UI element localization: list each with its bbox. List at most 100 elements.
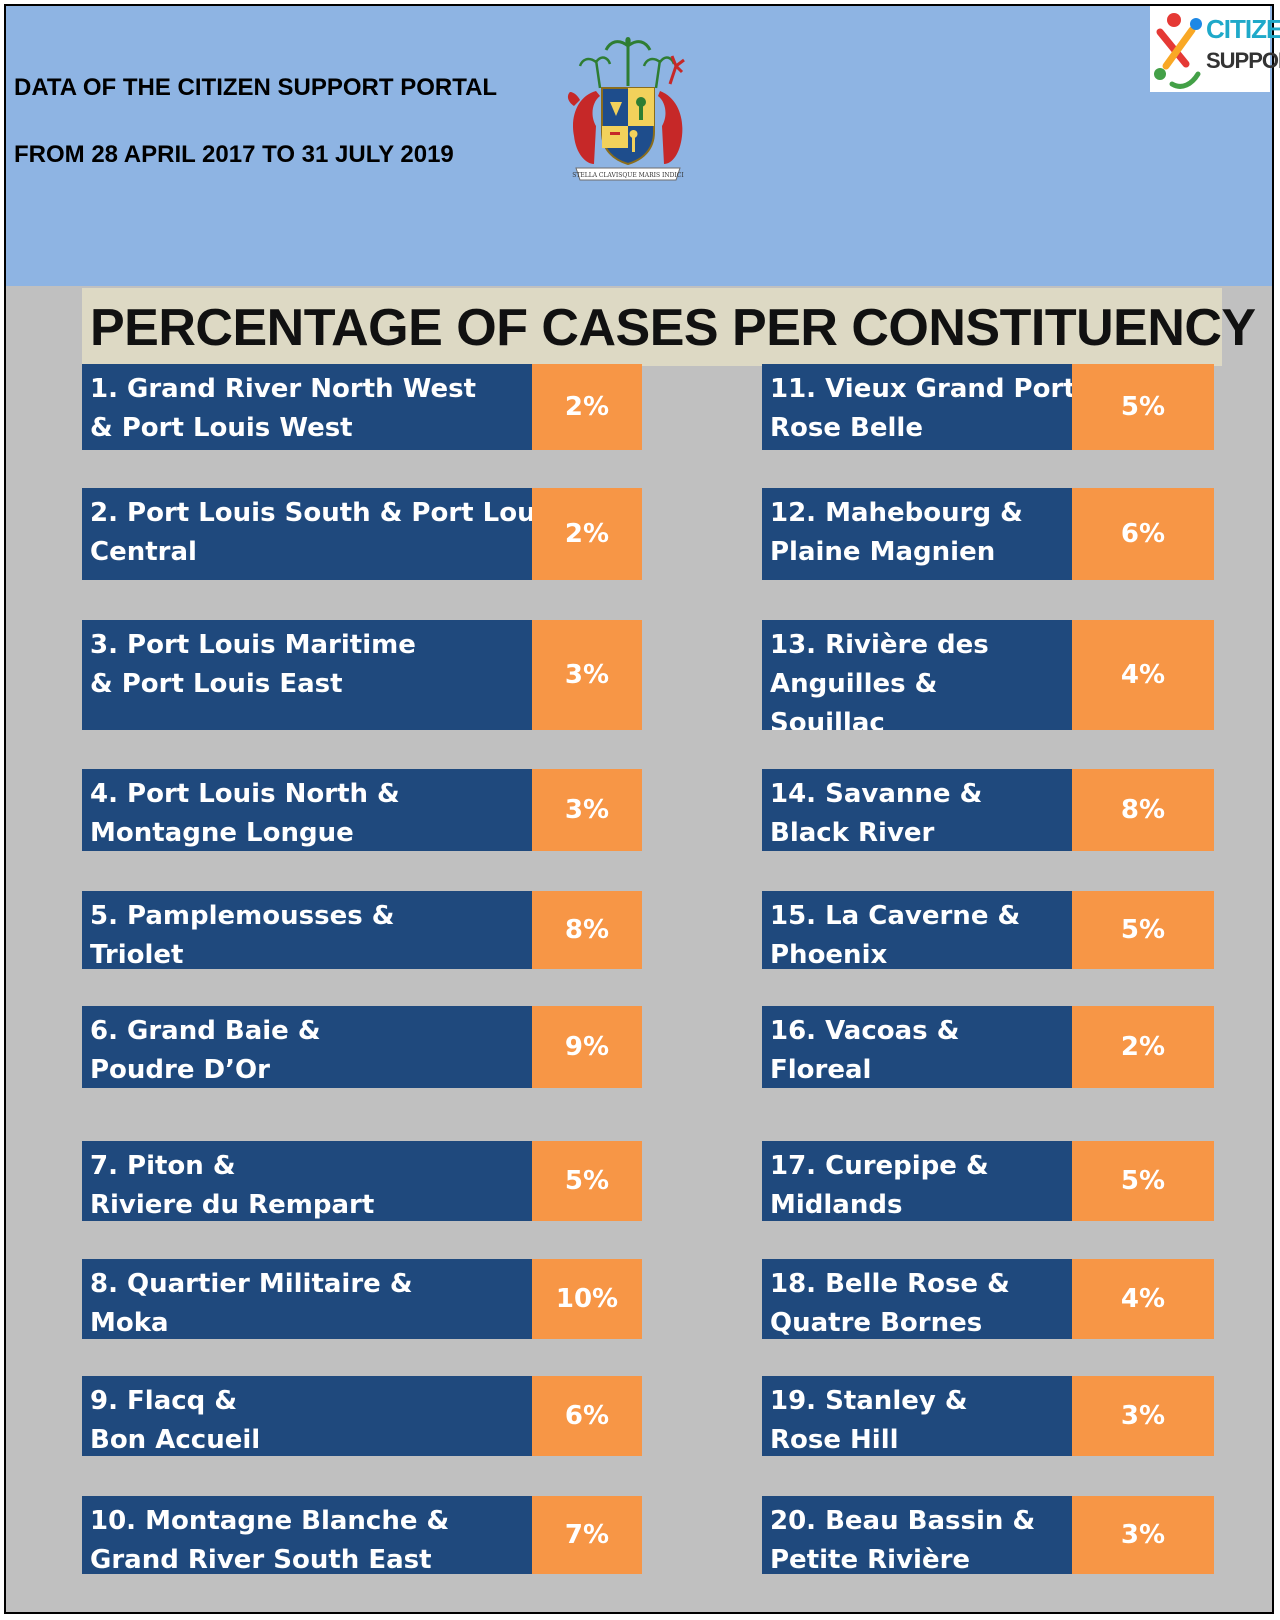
constituency-name-line: 10. Montagne Blanche & [90,1506,450,1536]
constituency-name: 12. Mahebourg & Plaine Magnien [762,488,1072,580]
constituency-percentage: 6% [532,1376,642,1456]
constituency-percentage: 5% [1072,891,1214,969]
svg-text:STELLA CLAVISQUE MARIS INDICI: STELLA CLAVISQUE MARIS INDICI [572,172,684,179]
constituency-row: 2. Port Louis South & Port Louis Central 2… [82,488,642,580]
constituency-percentage: 2% [532,488,642,580]
constituency-name: 9. Flacq & Bon Accueil [82,1376,532,1456]
constituency-row: 7. Piton & Riviere du Rempart 5% [82,1141,642,1221]
constituency-percentage: 6% [1072,488,1214,580]
constituency-row: 5. Pamplemousses & Triolet 8% [82,891,642,969]
constituency-name: 10. Montagne Blanche & Grand River South … [82,1496,532,1574]
constituency-name: 1. Grand River North West & Port Louis We… [82,364,532,450]
constituency-name-line: 12. Mahebourg & [770,498,1023,528]
constituency-row: 14. Savanne & Black River 8% [762,769,1214,851]
constituency-row: 18. Belle Rose & Quatre Bornes 4% [762,1259,1214,1339]
constituency-name: 17. Curepipe & Midlands [762,1141,1072,1221]
constituency-name-line: 4. Port Louis North & [90,779,400,809]
constituency-name-line: 14. Savanne & [770,779,983,809]
constituency-name-line: Floreal [770,1055,872,1085]
constituency-percentage: 8% [1072,769,1214,851]
constituency-name: 4. Port Louis North & Montagne Longue [82,769,532,851]
constituency-name: 3. Port Louis Maritime & Port Louis East [82,620,532,730]
constituency-name: 7. Piton & Riviere du Rempart [82,1141,532,1221]
constituency-name-line: 3. Port Louis Maritime [90,630,416,660]
constituency-row: 8. Quartier Militaire & Moka 10% [82,1259,642,1339]
header-line-1: DATA OF THE CITIZEN SUPPORT PORTAL [14,74,498,101]
constituency-name-line: Triolet [90,940,184,969]
constituency-percentage: 5% [1072,364,1214,450]
constituency-percentage: 7% [532,1496,642,1574]
constituency-name-line: Rose Belle [770,413,923,443]
header-banner: DATA OF THE CITIZEN SUPPORT PORTAL FROM … [6,6,1280,286]
constituency-name: 14. Savanne & Black River [762,769,1072,851]
constituency-percentage: 5% [1072,1141,1214,1221]
constituency-name-line: Petite Rivière [770,1545,971,1574]
constituency-percentage: 4% [1072,620,1214,730]
header-line-2: FROM 28 APRIL 2017 TO 31 JULY 2019 [14,141,454,168]
constituency-percentage: 3% [1072,1376,1214,1456]
constituency-name: 13. Rivière des Anguilles & Souillac [762,620,1072,730]
constituency-percentage: 3% [1072,1496,1214,1574]
constituency-percentage: 2% [532,364,642,450]
constituency-name-line: Quatre Bornes [770,1308,983,1338]
constituency-name: 11. Vieux Grand Port & Rose Belle [762,364,1072,450]
constituency-row: 3. Port Louis Maritime & Port Louis East 3… [82,620,642,730]
constituency-row: 17. Curepipe & Midlands 5% [762,1141,1214,1221]
constituency-name-line: Bon Accueil [90,1425,261,1455]
constituency-row: 15. La Caverne & Phoenix 5% [762,891,1214,969]
constituency-name-line: 7. Piton & [90,1151,236,1181]
constituency-row: 9. Flacq & Bon Accueil 6% [82,1376,642,1456]
constituency-name-line: 11. Vieux Grand Port & [770,374,1072,404]
citizen-support-logo: CITIZEN SUPPORT [1150,6,1280,92]
constituency-name-line: Montagne Longue [90,818,354,848]
constituency-name-line: 5. Pamplemousses & [90,901,395,931]
logo-text-support: SUPPORT [1206,48,1280,73]
constituency-name-line: 13. Rivière des [770,630,989,660]
title-banner: PERCENTAGE OF CASES PER CONSTITUENCY [82,288,1256,366]
constituency-row: 16. Vacoas & Floreal 2% [762,1006,1214,1088]
constituency-name-line: 15. La Caverne & [770,901,1021,931]
constituency-percentage: 3% [532,620,642,730]
constituency-name: 5. Pamplemousses & Triolet [82,891,532,969]
constituency-name-line: Anguilles & [770,669,938,699]
constituency-name-line: Midlands [770,1190,903,1220]
infographic-frame: DATA OF THE CITIZEN SUPPORT PORTAL FROM … [4,4,1280,1614]
constituency-name-line: 19. Stanley & [770,1386,968,1416]
constituency-name-line: 6. Grand Baie & [90,1016,321,1046]
constituency-percentage: 9% [532,1006,642,1088]
constituency-name: 19. Stanley & Rose Hill [762,1376,1072,1456]
constituency-name: 8. Quartier Militaire & Moka [82,1259,532,1339]
constituency-name-line: 2. Port Louis South & Port Louis [90,498,532,528]
constituency-percentage: 5% [532,1141,642,1221]
constituency-name-line: 16. Vacoas & [770,1016,960,1046]
page-title: PERCENTAGE OF CASES PER CONSTITUENCY [90,299,1256,357]
constituency-name-line: Rose Hill [770,1425,899,1455]
logo-text-citizen: CITIZEN [1206,14,1280,44]
constituency-name-line: 9. Flacq & [90,1386,237,1416]
constituency-name-line: & Port Louis West [90,413,353,443]
constituency-name-line: Riviere du Rempart [90,1190,375,1220]
constituency-name-line: 17. Curepipe & [770,1151,989,1181]
constituency-name-line: Plaine Magnien [770,537,996,567]
coat-of-arms-icon: STELLA CLAVISQUE MARIS INDICI [567,37,685,181]
constituency-name-line: 18. Belle Rose & [770,1269,1010,1299]
constituency-name: 2. Port Louis South & Port Louis Central [82,488,532,580]
constituency-name-line: Moka [90,1308,169,1338]
constituency-row: 4. Port Louis North & Montagne Longue 3% [82,769,642,851]
constituency-name-line: Black River [770,818,935,848]
constituency-name: 16. Vacoas & Floreal [762,1006,1072,1088]
constituency-name-line: 8. Quartier Militaire & [90,1269,413,1299]
constituency-percentage: 2% [1072,1006,1214,1088]
constituency-row: 10. Montagne Blanche & Grand River South … [82,1496,642,1574]
citizen-support-logo-icon [1154,13,1202,89]
constituency-name-line: Poudre D’Or [90,1055,270,1085]
constituency-name: 6. Grand Baie & Poudre D’Or [82,1006,532,1088]
constituency-row: 1. Grand River North West & Port Louis We… [82,364,642,450]
constituency-name: 20. Beau Bassin & Petite Rivière [762,1496,1072,1574]
constituency-name-line: Souillac [770,708,885,730]
constituency-percentage: 8% [532,891,642,969]
constituency-name: 15. La Caverne & Phoenix [762,891,1072,969]
constituency-percentage: 10% [532,1259,642,1339]
constituency-name-line: & Port Louis East [90,669,343,699]
